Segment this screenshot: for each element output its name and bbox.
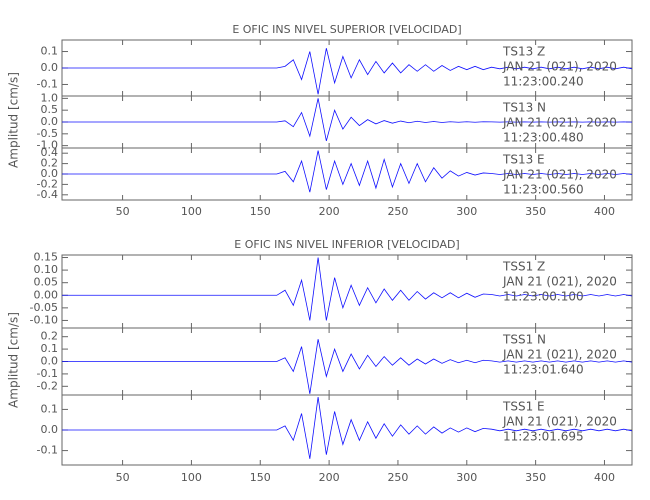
y-tick-label: 0.00 [34, 288, 59, 301]
y-tick-label: 0.1 [41, 45, 59, 58]
y-tick-label: 0.0 [41, 61, 59, 74]
x-tick-label: 250 [387, 471, 408, 484]
x-tick-label: 150 [250, 471, 271, 484]
x-tick-label: 300 [456, 471, 477, 484]
x-tick-label: 250 [387, 205, 408, 218]
y-tick-label: -0.05 [30, 301, 58, 314]
y-axis-label: Amplitud [cm/s] [7, 312, 21, 408]
trace-annotation: 11:23:00.560 [503, 183, 584, 197]
y-tick-label: 1.0 [41, 91, 59, 104]
trace-annotation: TS13 Z [502, 45, 545, 59]
waveform [62, 98, 633, 142]
x-tick-label: 400 [594, 205, 615, 218]
trace-annotation: JAN 21 (021), 2020 [502, 116, 617, 130]
trace-annotation: 11:23:00.100 [503, 290, 584, 304]
y-tick-label: -0.1 [37, 367, 58, 380]
y-tick-label: 0.0 [41, 115, 59, 128]
y-tick-label: -0.5 [37, 127, 58, 140]
y-tick-label: 0.0 [41, 355, 59, 368]
y-tick-label: -0.4 [37, 188, 58, 201]
y-tick-label: 0.1 [41, 342, 59, 355]
y-tick-label: 0.2 [41, 330, 59, 343]
y-tick-label: 0.4 [41, 146, 59, 159]
y-tick-label: 0.0 [41, 167, 59, 180]
trace-annotation: 11:23:01.695 [503, 430, 584, 444]
y-tick-label: -0.2 [37, 177, 58, 190]
x-tick-label: 350 [525, 471, 546, 484]
y-tick-label: -0.1 [37, 77, 58, 90]
trace-annotation: JAN 21 (021), 2020 [502, 275, 617, 289]
waveform [62, 397, 633, 459]
y-tick-label: 0.2 [41, 157, 59, 170]
trace-annotation: TSS1 N [502, 333, 546, 347]
trace-annotation: TSS1 E [502, 400, 545, 414]
chart-title: E OFIC INS NIVEL SUPERIOR [VELOCIDAD] [232, 23, 461, 36]
trace-annotation: TS13 N [502, 101, 546, 115]
x-tick-label: 100 [181, 205, 202, 218]
x-tick-label: 100 [181, 471, 202, 484]
y-tick-label: 0.15 [34, 251, 59, 264]
x-tick-label: 150 [250, 205, 271, 218]
y-tick-label: 0.5 [41, 103, 59, 116]
y-tick-label: -0.2 [37, 379, 58, 392]
trace-annotation: JAN 21 (021), 2020 [502, 60, 617, 74]
x-tick-label: 50 [116, 471, 130, 484]
x-tick-label: 200 [319, 471, 340, 484]
x-tick-label: 350 [525, 205, 546, 218]
trace-annotation: TS13 E [502, 153, 545, 167]
y-tick-label: -0.10 [30, 313, 58, 326]
waveform [62, 48, 633, 95]
trace-annotation: 11:23:01.640 [503, 363, 584, 377]
y-tick-label: 0.1 [41, 402, 59, 415]
y-tick-label: -1.0 [37, 139, 58, 152]
trace-annotation: TSS1 Z [502, 260, 545, 274]
waveform [62, 150, 633, 193]
x-tick-label: 50 [116, 205, 130, 218]
y-tick-label: 0.10 [34, 263, 59, 276]
trace-annotation: JAN 21 (021), 2020 [502, 348, 617, 362]
waveform [62, 339, 633, 394]
waveform [62, 257, 633, 321]
trace-annotation: JAN 21 (021), 2020 [502, 168, 617, 182]
x-tick-label: 300 [456, 205, 477, 218]
x-tick-label: 200 [319, 205, 340, 218]
trace-annotation: 11:23:00.480 [503, 131, 584, 145]
x-tick-label: 400 [594, 471, 615, 484]
y-tick-label: 0.0 [41, 423, 59, 436]
y-tick-label: -0.1 [37, 444, 58, 457]
chart-title: E OFIC INS NIVEL INFERIOR [VELOCIDAD] [234, 238, 459, 251]
y-axis-label: Amplitud [cm/s] [7, 72, 21, 168]
y-tick-label: 0.05 [34, 276, 59, 289]
trace-annotation: JAN 21 (021), 2020 [502, 415, 617, 429]
trace-annotation: 11:23:00.240 [503, 75, 584, 89]
